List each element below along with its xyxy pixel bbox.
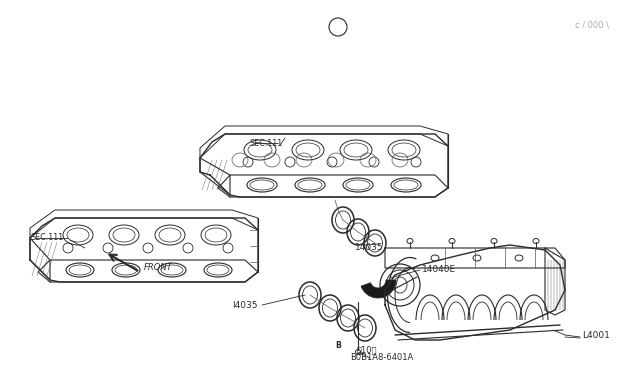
Text: c / 000 \: c / 000 \ [575, 20, 609, 29]
Text: 14035: 14035 [355, 244, 383, 253]
Text: B0B1A8-6401A: B0B1A8-6401A [350, 353, 413, 362]
Wedge shape [361, 280, 396, 298]
Text: B: B [335, 340, 341, 350]
Text: FRONT: FRONT [144, 263, 173, 273]
Text: L4001: L4001 [582, 331, 610, 340]
Text: l4035: l4035 [232, 301, 257, 310]
Text: SEC.111: SEC.111 [30, 232, 63, 241]
Text: SEC.111: SEC.111 [250, 138, 284, 148]
Text: 〈10〉: 〈10〉 [357, 346, 378, 355]
Text: 14040E: 14040E [422, 264, 456, 273]
Circle shape [329, 18, 347, 36]
